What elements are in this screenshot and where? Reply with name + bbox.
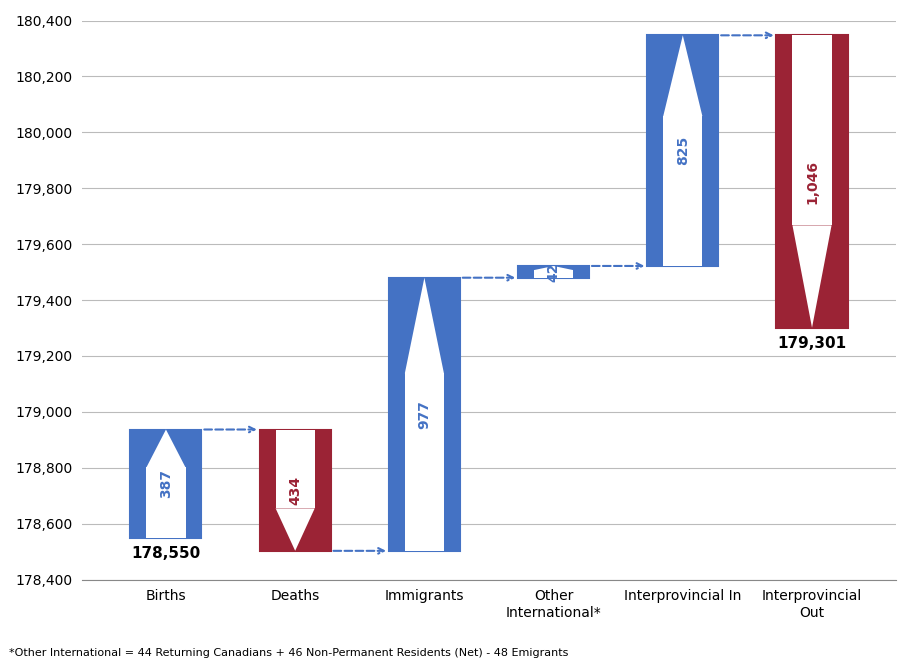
Polygon shape [276, 508, 314, 551]
Bar [404, 373, 444, 551]
Bar [260, 430, 331, 551]
Bar [776, 35, 847, 328]
Bar [663, 116, 702, 266]
Polygon shape [534, 266, 573, 270]
Text: 977: 977 [417, 400, 432, 429]
Polygon shape [147, 430, 186, 467]
Bar [518, 266, 589, 278]
Bar [389, 278, 460, 551]
Bar [534, 270, 573, 278]
Bar [793, 35, 832, 225]
Text: 434: 434 [288, 476, 302, 505]
Bar [648, 35, 719, 266]
Polygon shape [404, 278, 444, 373]
Text: 179,301: 179,301 [777, 336, 846, 351]
Text: *Other International = 44 Returning Canadians + 46 Non-Permanent Residents (Net): *Other International = 44 Returning Cana… [9, 648, 568, 658]
Text: 178,550: 178,550 [131, 546, 200, 561]
Bar [130, 430, 201, 537]
Text: 825: 825 [676, 136, 690, 165]
Polygon shape [793, 225, 832, 328]
Bar [276, 430, 314, 508]
Polygon shape [663, 35, 702, 116]
Text: 42: 42 [547, 262, 560, 282]
Bar [147, 467, 186, 537]
Text: 387: 387 [159, 469, 173, 498]
Text: 1,046: 1,046 [805, 159, 819, 204]
